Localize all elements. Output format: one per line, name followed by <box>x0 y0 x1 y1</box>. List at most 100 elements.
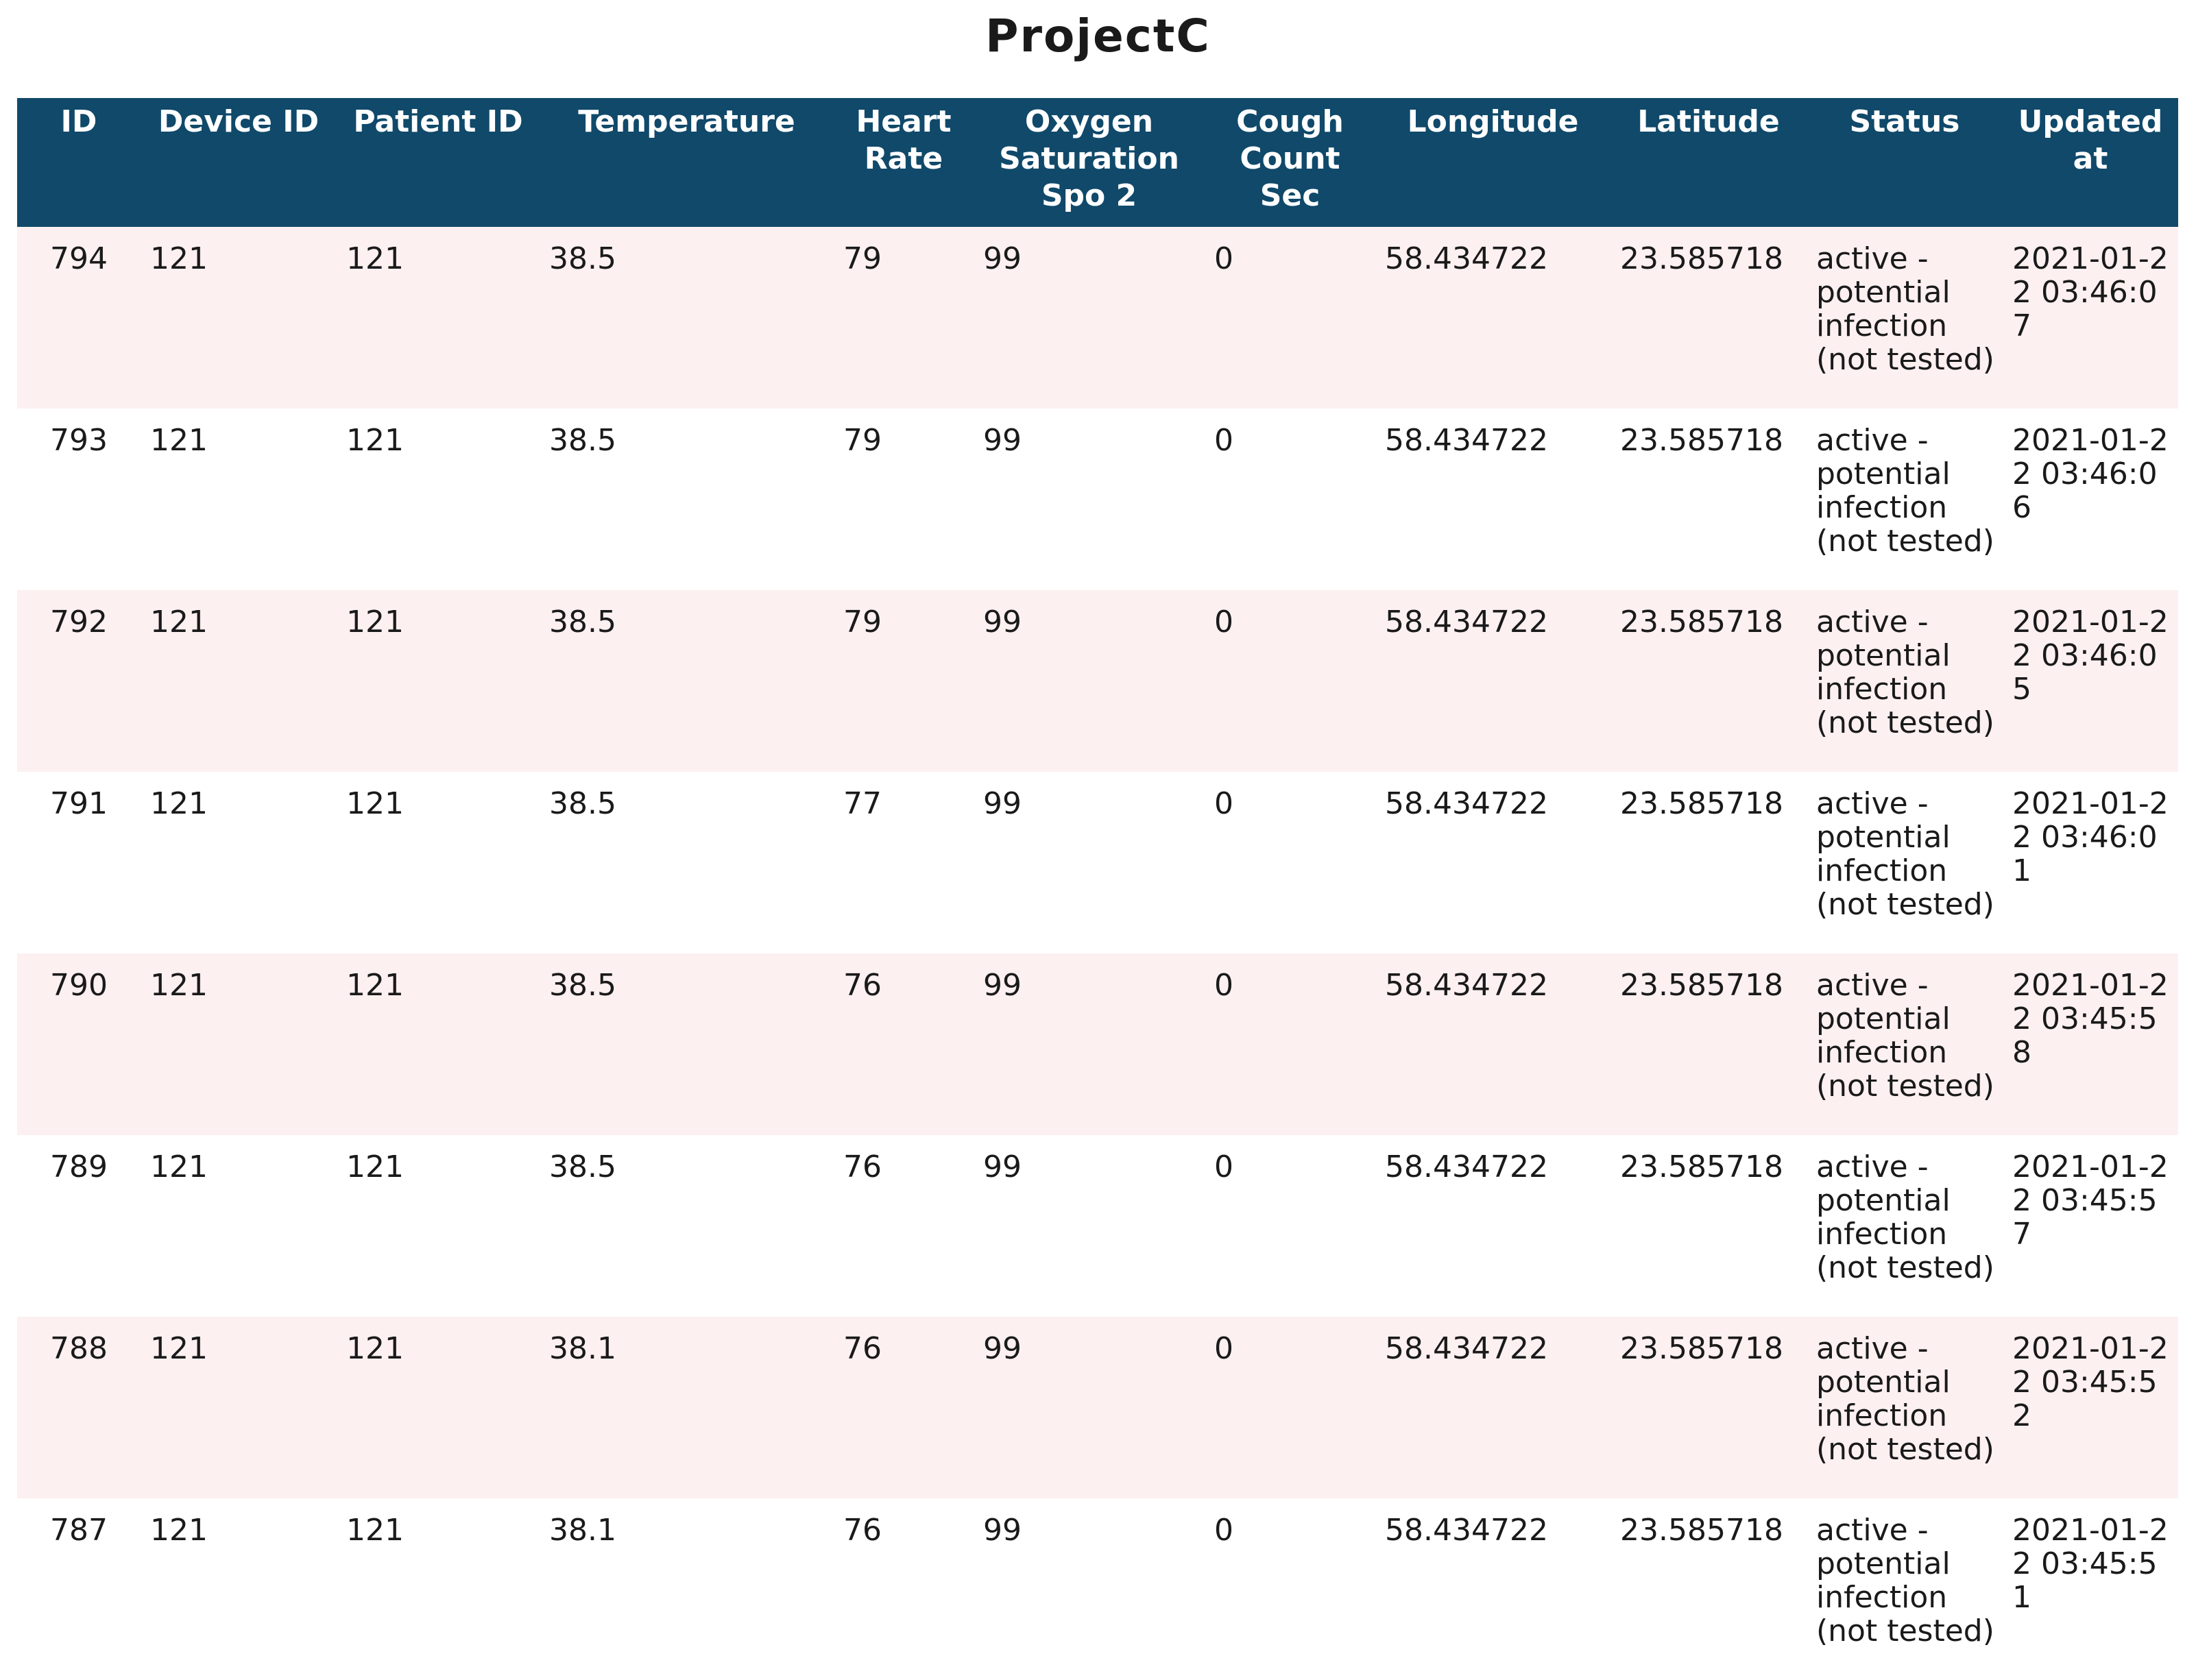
column-header: ID <box>17 98 141 227</box>
table-row: 790 121 121 38.5 76 99 0 58.434722 23.585718 acti… <box>17 953 2178 1135</box>
table-cell: 121 <box>141 590 337 772</box>
table-cell: 121 <box>141 953 337 1135</box>
table-header: ID Device ID Patient ID Temperature Heart Ra… <box>17 98 2178 227</box>
table-cell: active - potential infection (not tested… <box>1816 786 1994 922</box>
table-cell: 121 <box>141 1317 337 1498</box>
table-cell: 76 <box>834 1317 974 1498</box>
table-cell: 0 <box>1205 227 1375 409</box>
table-cell: 2021-01-22 03:45:51 <box>2012 1513 2169 1615</box>
table-row: 793 121 121 38.5 79 99 0 58.434722 23.585718 acti… <box>17 409 2178 590</box>
table-cell: 23.585718 <box>1620 423 1783 458</box>
table-cell: 2021-01-22 03:46:05 <box>2003 590 2178 772</box>
table-cell: 792 <box>17 590 141 772</box>
table-cell: 0 <box>1205 953 1375 1135</box>
table-cell: active - potential infection (not tested… <box>1816 1513 1994 1648</box>
page-title: ProjectC <box>985 10 1211 62</box>
column-header: Status <box>1807 98 2003 227</box>
table-cell: 79 <box>843 423 882 458</box>
table-cell: 788 <box>17 1317 141 1498</box>
table-cell: 58.434722 <box>1375 227 1610 409</box>
table-cell: 794 <box>17 227 141 409</box>
table-cell: 38.5 <box>549 786 616 821</box>
table-cell: 99 <box>974 953 1205 1135</box>
table-cell: 121 <box>337 590 540 772</box>
table-cell: 2021-01-22 03:45:52 <box>2003 1317 2178 1498</box>
table-cell: 121 <box>150 423 208 458</box>
table-row: 787 121 121 38.1 76 99 0 58.434722 23.585718 acti… <box>17 1498 2178 1680</box>
table-cell: 23.585718 <box>1610 1317 1807 1498</box>
table-cell: 0 <box>1214 1513 1233 1548</box>
table-cell: 38.5 <box>540 953 834 1135</box>
table-cell: 38.5 <box>540 227 834 409</box>
table-cell: 121 <box>141 227 337 409</box>
table-cell: active - potential infection (not tested… <box>1807 953 2003 1135</box>
table-cell: 0 <box>1214 786 1233 821</box>
table-cell: 121 <box>346 1513 404 1548</box>
table-cell: 38.5 <box>549 423 616 458</box>
table-cell: active - potential infection (not tested… <box>1807 1317 2003 1498</box>
table-cell: 23.585718 <box>1620 786 1783 821</box>
table-cell: 77 <box>843 786 882 821</box>
table-cell: 99 <box>983 1149 1022 1184</box>
table-cell: 38.5 <box>549 1149 616 1184</box>
table-cell: 58.434722 <box>1375 953 1610 1135</box>
table-cell: 58.434722 <box>1385 786 1548 821</box>
table-cell: 0 <box>1205 590 1375 772</box>
table-cell: 99 <box>983 1513 1022 1548</box>
column-header: Temperature <box>540 98 834 227</box>
column-header: Oxygen Saturation Spo 2 <box>974 98 1205 227</box>
table-cell: 121 <box>346 786 404 821</box>
table-cell: 789 <box>50 1149 108 1184</box>
column-header: Latitude <box>1610 98 1807 227</box>
table-cell: active - potential infection (not tested… <box>1816 1149 1994 1285</box>
table-row: 789 121 121 38.5 76 99 0 58.434722 23.585718 acti… <box>17 1135 2178 1317</box>
table-cell: 23.585718 <box>1610 953 1807 1135</box>
table-cell: active - potential infection (not tested… <box>1816 423 1994 559</box>
table-cell: 58.434722 <box>1375 1317 1610 1498</box>
column-header: Cough Count Sec <box>1205 98 1375 227</box>
table-cell: 121 <box>150 1513 208 1548</box>
table-cell: 121 <box>346 1149 404 1184</box>
table-cell: 121 <box>150 1149 208 1184</box>
table-cell: 79 <box>834 227 974 409</box>
data-table: ID Device ID Patient ID Temperature Heart Ra… <box>17 98 2178 1680</box>
table-cell: 99 <box>974 590 1205 772</box>
table-cell: 121 <box>337 1317 540 1498</box>
table-cell: 99 <box>983 423 1022 458</box>
table-cell: 79 <box>834 590 974 772</box>
table-cell: 0 <box>1214 1149 1233 1184</box>
table-cell: 58.434722 <box>1385 423 1548 458</box>
table-cell: 793 <box>50 423 108 458</box>
table-body: 794 121 121 38.5 79 99 0 58.434722 23.585718 acti… <box>17 227 2178 1680</box>
table-cell: 2021-01-22 03:45:58 <box>2003 953 2178 1135</box>
table-cell: 23.585718 <box>1610 227 1807 409</box>
table-cell: 0 <box>1214 423 1233 458</box>
table-cell: 121 <box>346 423 404 458</box>
table-cell: 58.434722 <box>1375 590 1610 772</box>
table-row: 788 121 121 38.1 76 99 0 58.434722 23.585718 acti… <box>17 1317 2178 1498</box>
table-cell: 23.585718 <box>1620 1149 1783 1184</box>
column-header: Patient ID <box>337 98 540 227</box>
table-cell: 2021-01-22 03:45:57 <box>2012 1149 2169 1252</box>
table-cell: active - potential infection (not tested… <box>1807 590 2003 772</box>
table-cell: 121 <box>337 227 540 409</box>
table-row: 792 121 121 38.5 79 99 0 58.434722 23.585718 acti… <box>17 590 2178 772</box>
column-header: Longitude <box>1375 98 1610 227</box>
column-header: Updated at <box>2003 98 2178 227</box>
table-cell: active - potential infection (not tested… <box>1807 227 2003 409</box>
table-cell: 0 <box>1205 1317 1375 1498</box>
table-cell: 76 <box>843 1513 882 1548</box>
table-cell: 38.1 <box>549 1513 616 1548</box>
table-cell: 791 <box>50 786 108 821</box>
table-cell: 2021-01-22 03:46:01 <box>2012 786 2169 888</box>
table-cell: 76 <box>843 1149 882 1184</box>
table-cell: 38.1 <box>540 1317 834 1498</box>
table-cell: 787 <box>50 1513 108 1548</box>
table-cell: 790 <box>17 953 141 1135</box>
table-row: 791 121 121 38.5 77 99 0 58.434722 23.585718 acti… <box>17 772 2178 953</box>
table-cell: 99 <box>974 1317 1205 1498</box>
table-cell: 99 <box>983 786 1022 821</box>
table-cell: 58.434722 <box>1385 1149 1548 1184</box>
table-cell: 23.585718 <box>1620 1513 1783 1548</box>
